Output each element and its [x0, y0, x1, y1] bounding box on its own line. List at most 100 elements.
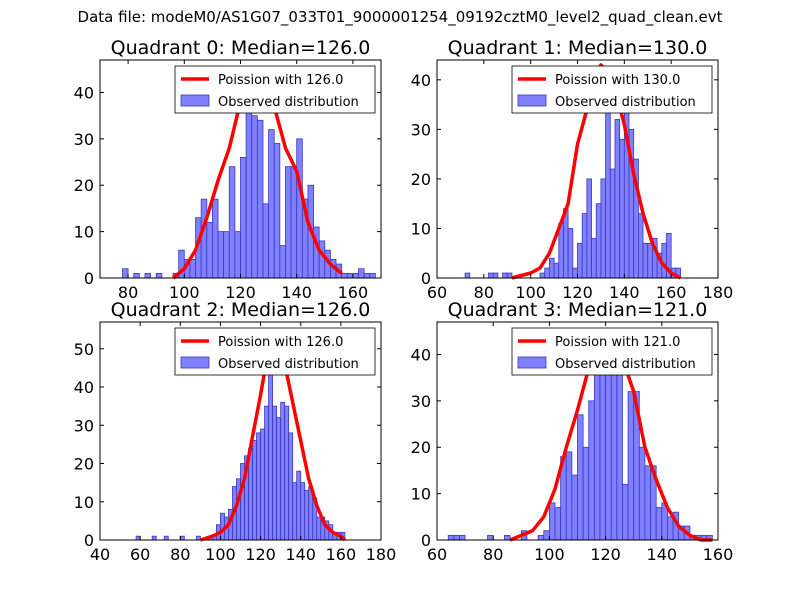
histogram-bar	[284, 405, 290, 541]
histogram-bar	[189, 259, 196, 279]
histogram-bar	[582, 446, 590, 541]
histogram-bar	[122, 268, 129, 279]
histogram-bar	[276, 417, 282, 541]
y-tick-label: 10	[74, 493, 94, 512]
histogram-bar	[591, 237, 597, 279]
histogram-bar	[296, 470, 302, 541]
histogram-bar	[296, 138, 303, 279]
quadrant-1-title: Quadrant 1: Median=130.0	[448, 37, 708, 59]
histogram-bar	[223, 231, 230, 279]
quadrant-0-title: Quadrant 0: Median=126.0	[111, 37, 371, 59]
poisson-curve	[511, 63, 682, 280]
histogram-bar	[492, 272, 499, 279]
histogram-bar	[627, 391, 635, 541]
legend: Poission with 121.0 Observed distribution	[511, 327, 713, 376]
legend: Poission with 126.0 Observed distribution	[174, 65, 376, 114]
histogram-bar	[236, 478, 241, 541]
histogram-bar	[341, 272, 348, 279]
x-tick-label: 120	[225, 283, 256, 302]
legend-bar-swatch	[180, 94, 210, 107]
histogram-bar	[290, 166, 298, 279]
axes-frame	[99, 321, 382, 541]
histogram-bar	[133, 272, 140, 279]
histogram-bar	[251, 115, 258, 279]
legend-entry-observed: Observed distribution	[218, 357, 359, 372]
histogram-bar	[616, 363, 623, 541]
histogram-bar	[609, 168, 616, 279]
x-tick-label: 100	[205, 545, 236, 564]
legend-bar-swatch	[517, 356, 547, 369]
x-tick-label: 120	[245, 545, 276, 564]
histogram-bar	[135, 535, 141, 541]
quadrant-0-panel: Quadrant 0: Median=126.0 80 100 120 140 160 0 1…	[74, 37, 382, 302]
histogram-bar	[637, 213, 644, 279]
histogram-bar	[358, 268, 365, 279]
histogram-bar	[464, 272, 471, 279]
y-tick-label: 50	[74, 340, 94, 359]
histogram-bar	[453, 534, 460, 541]
y-tick-label: 20	[411, 170, 431, 189]
histogram-bar	[352, 272, 359, 279]
histogram-bar	[459, 534, 466, 541]
legend-entry-poisson: Poission with 126.0	[218, 73, 343, 88]
histogram-bar	[614, 119, 621, 279]
legend: Poission with 126.0 Observed distribution	[174, 327, 376, 376]
histogram-bar	[572, 267, 578, 279]
histogram-bar	[571, 474, 578, 541]
histogram-bar	[268, 129, 275, 279]
histogram-bar	[502, 272, 508, 279]
y-tick-label: 40	[74, 83, 94, 102]
histogram-bar	[280, 401, 286, 541]
histogram-bar	[272, 405, 278, 541]
y-tick-label: 20	[74, 455, 94, 474]
y-tick-label: 10	[411, 219, 431, 238]
y-tick-label: 40	[411, 345, 431, 364]
histogram-bar	[537, 534, 545, 541]
x-tick-label: 180	[366, 545, 397, 564]
histogram-bar	[260, 428, 265, 541]
y-tick-label: 0	[84, 531, 94, 550]
x-tick-label: 60	[427, 545, 447, 564]
histogram-bar	[504, 534, 511, 541]
x-tick-label: 160	[326, 545, 357, 564]
legend-entry-poisson: Poission with 130.0	[555, 73, 680, 88]
quadrant-3-title: Quadrant 3: Median=121.0	[448, 299, 708, 321]
y-tick-label: 20	[411, 438, 431, 457]
histogram-bar	[553, 262, 560, 279]
histogram-bar	[610, 354, 618, 541]
histogram-bar	[264, 405, 270, 541]
histogram-bar	[622, 483, 629, 541]
histogram-bar	[228, 166, 236, 279]
histogram-bar	[638, 446, 646, 541]
y-tick-label: 0	[84, 269, 94, 288]
legend-entry-poisson: Poission with 121.0	[555, 335, 680, 350]
histogram-bar	[179, 535, 185, 541]
legend-entry-poisson: Poission with 126.0	[218, 335, 343, 350]
histogram-bar	[567, 228, 574, 279]
histogram-bar	[447, 534, 455, 541]
histogram-bar	[256, 119, 264, 279]
y-tick-label: 10	[411, 485, 431, 504]
y-tick-label: 30	[411, 120, 431, 139]
histogram-bar	[346, 272, 354, 279]
histogram-bar	[363, 272, 371, 279]
x-tick-label: 80	[118, 283, 138, 302]
histogram-bar	[667, 516, 674, 541]
x-tick-label: 140	[281, 283, 312, 302]
histogram-bar	[144, 272, 151, 279]
x-tick-label: 160	[656, 283, 687, 302]
y-tick-label: 0	[421, 531, 431, 550]
legend-bar-swatch	[517, 94, 547, 107]
histogram-bar	[318, 240, 326, 279]
histogram-bar	[285, 166, 292, 279]
x-tick-label: 140	[285, 545, 316, 564]
x-tick-label: 60	[130, 545, 150, 564]
figure-suptitle: Data file: modeM0/AS1G07_033T01_90000012…	[77, 8, 723, 26]
x-tick-label: 100	[534, 545, 565, 564]
x-tick-label: 160	[338, 283, 369, 302]
x-tick-label: 160	[703, 545, 734, 564]
x-tick-label: 40	[90, 545, 110, 564]
y-tick-label: 0	[421, 269, 431, 288]
y-tick-label: 30	[74, 130, 94, 149]
